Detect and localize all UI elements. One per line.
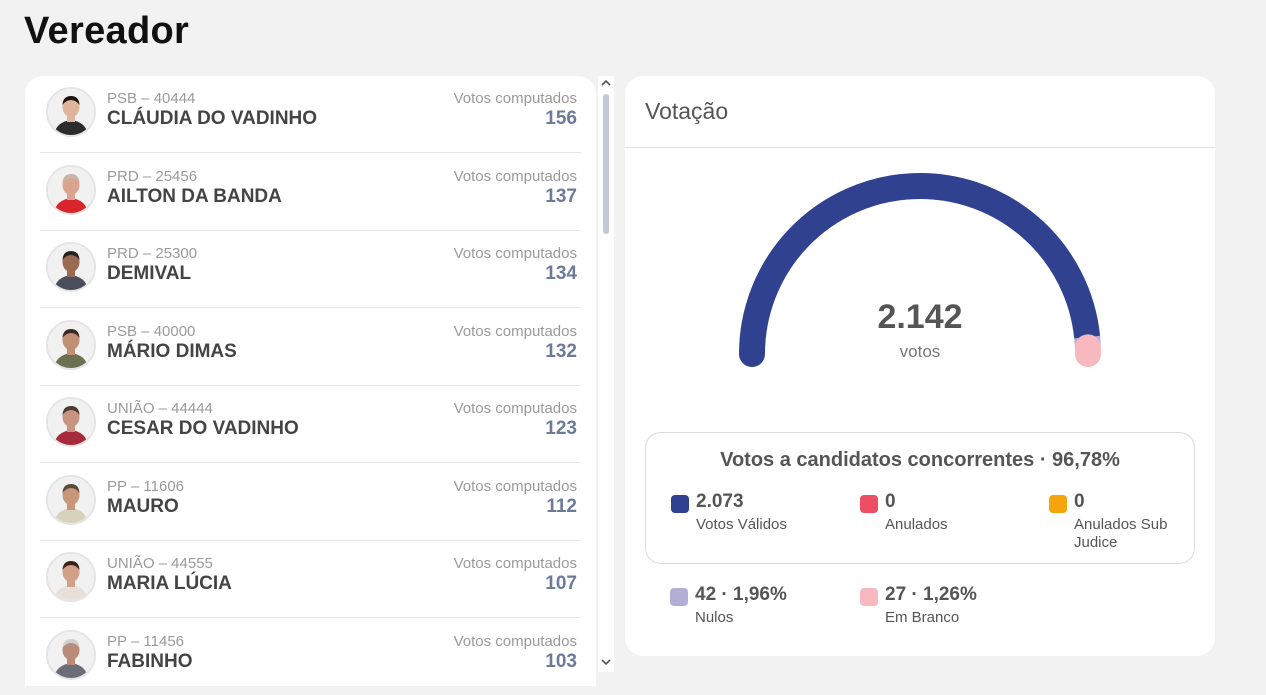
votes-value: 156 <box>545 108 577 129</box>
stat-value: 0 <box>1074 491 1085 512</box>
candidate-avatar <box>46 319 96 370</box>
scroll-thumb[interactable] <box>603 94 609 234</box>
scroll-up-icon[interactable] <box>598 78 614 88</box>
votes-label: Votos computados <box>453 555 577 572</box>
candidate-row[interactable]: PSB – 40000 MÁRIO DIMAS Votos computados 13… <box>40 309 581 386</box>
person-photo-icon <box>48 631 94 678</box>
candidate-avatar <box>46 164 96 215</box>
stat-label: Anulados <box>885 516 948 533</box>
candidate-party-number: PSB – 40000 <box>107 322 196 340</box>
votes-value: 134 <box>545 263 577 284</box>
candidate-name: CLÁUDIA DO VADINHO <box>107 108 318 129</box>
total-votes-unit: votos <box>899 342 941 361</box>
votes-label: Votos computados <box>453 477 577 495</box>
person-photo-icon <box>48 476 94 523</box>
candidate-avatar <box>46 242 96 292</box>
votes-value: 103 <box>545 650 577 672</box>
votes-label: Votos computados <box>453 632 577 650</box>
legend-swatch <box>860 588 878 606</box>
stat-value: 2.073 <box>696 491 744 512</box>
scrollbar[interactable] <box>598 76 614 672</box>
stat-label: Em Branco <box>885 609 960 626</box>
candidate-name: MARIA LÚCIA <box>107 573 232 594</box>
votes-value: 137 <box>545 185 577 207</box>
candidate-party-number: UNIÃO – 44444 <box>107 400 213 417</box>
candidate-avatar <box>46 474 96 525</box>
legend-swatch <box>670 588 688 606</box>
candidate-row[interactable]: UNIÃO – 44555 MARIA LÚCIA Votos computados… <box>40 541 581 618</box>
candidate-row[interactable]: PP – 11456 FABINHO Votos computados 103 <box>40 619 581 687</box>
person-photo-icon <box>48 399 94 445</box>
candidate-row[interactable]: PSB – 40444 CLÁUDIA DO VADINHO Votos compu… <box>40 76 581 153</box>
votes-label: Votos computados <box>453 400 577 417</box>
candidate-list[interactable]: PSB – 40444 CLÁUDIA DO VADINHO Votos compu… <box>25 76 596 686</box>
candidate-avatar <box>46 397 96 447</box>
votes-label: Votos computados <box>453 322 577 340</box>
votes-value: 107 <box>545 573 577 594</box>
candidate-name: MÁRIO DIMAS <box>107 340 237 362</box>
page-title: Vereador <box>24 10 190 52</box>
candidate-name: AILTON DA BANDA <box>107 185 282 207</box>
person-photo-icon <box>48 166 94 213</box>
candidate-name: CESAR DO VADINHO <box>107 418 299 439</box>
gauge-segment <box>739 173 1101 367</box>
candidate-row[interactable]: PRD – 25300 DEMIVAL Votos computados 134 <box>40 231 581 308</box>
candidate-avatar <box>46 552 96 602</box>
stat-label: Votos Válidos <box>696 516 787 533</box>
candidate-row[interactable]: PP – 11606 MAURO Votos computados 112 <box>40 464 581 541</box>
candidate-party-number: PRD – 25456 <box>107 167 198 185</box>
candidate-avatar <box>46 629 96 680</box>
total-votes: 2.142 <box>877 298 963 336</box>
candidate-name: DEMIVAL <box>107 263 192 284</box>
voting-card: Votação 2.142 votos Votos a candidatos c… <box>625 76 1215 656</box>
scroll-down-icon[interactable] <box>598 656 614 668</box>
candidate-name: MAURO <box>107 495 179 517</box>
votes-value: 132 <box>545 340 577 362</box>
concorrentes-box: Votos a candidatos concorrentes · 96,78%… <box>645 432 1195 564</box>
legend-swatch <box>671 495 689 513</box>
candidate-avatar <box>46 87 96 137</box>
candidate-party-number: UNIÃO – 44555 <box>107 555 213 572</box>
legend-swatch <box>860 495 878 513</box>
candidate-row[interactable]: UNIÃO – 44444 CESAR DO VADINHO Votos compu… <box>40 386 581 463</box>
votes-value: 112 <box>546 495 577 517</box>
person-photo-icon <box>48 554 94 600</box>
legend-swatch <box>1049 495 1067 513</box>
votes-label: Votos computados <box>453 90 577 107</box>
person-photo-icon <box>48 89 94 135</box>
concorrentes-title: Votos a candidatos concorrentes · 96,78% <box>720 449 1120 471</box>
candidate-name: FABINHO <box>107 650 193 672</box>
stat-label: Nulos <box>695 609 734 626</box>
votes-label: Votos computados <box>453 167 577 185</box>
candidate-party-number: PRD – 25300 <box>107 245 198 262</box>
votes-label: Votos computados <box>453 245 577 262</box>
candidate-party-number: PP – 11456 <box>107 632 185 650</box>
stat-value: 0 <box>885 491 896 512</box>
candidate-party-number: PSB – 40444 <box>107 90 196 107</box>
votes-value: 123 <box>545 418 577 439</box>
stat-value: 42 · 1,96% <box>695 584 787 605</box>
person-photo-icon <box>48 321 94 368</box>
candidate-row[interactable]: PRD – 25456 AILTON DA BANDA Votos computad… <box>40 154 581 231</box>
candidate-party-number: PP – 11606 <box>107 477 185 495</box>
votes-gauge <box>739 173 1101 367</box>
voting-title: Votação <box>625 76 1215 148</box>
stat-value: 27 · 1,26% <box>885 584 977 605</box>
stat-label: Anulados Sub Judice <box>1074 516 1168 551</box>
person-photo-icon <box>48 244 94 290</box>
